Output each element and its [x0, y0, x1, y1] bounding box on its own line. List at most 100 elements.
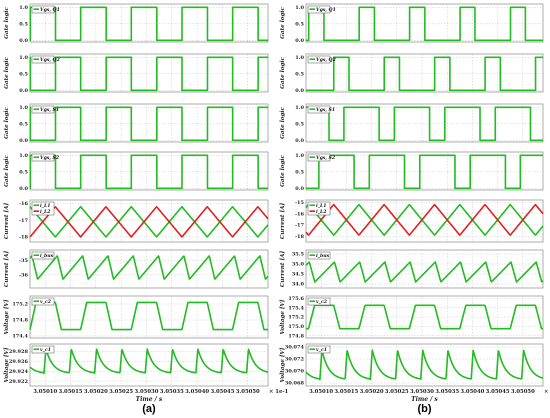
y-axis-label: Gate logic — [4, 57, 10, 89]
panel-label: (a) — [142, 403, 156, 415]
y-axis-label: Gate logic — [4, 107, 10, 139]
y-axis-label: Voltage [V] — [280, 299, 286, 334]
y-tick-label: 1.0 — [19, 5, 28, 11]
y-tick-label: 30.074 — [285, 345, 305, 351]
y-axis-label: Voltage [V] — [4, 299, 10, 334]
series-line-i-bus — [305, 261, 544, 283]
y-axis-label: Current [A] — [4, 251, 10, 288]
subplot-1: 1.0 0.5 0.0 Gate logic Vgs, Q1 — [280, 3, 544, 44]
series-line-v-c2 — [29, 301, 269, 331]
panel-a: 1.0 0.5 0.0 Gate logic Vgs, Q1 1.0 0.5 0.0 Gate … — [4, 3, 289, 415]
y-tick-label: 0.5 — [295, 170, 304, 176]
y-tick-label: 0.5 — [295, 22, 304, 28]
y-tick-label: 1.0 — [19, 153, 28, 159]
y-tick-label: -16 — [295, 211, 305, 217]
legend: i_bus — [307, 251, 331, 260]
legend: v_c1 — [307, 345, 331, 354]
y-axis-label: Current [A] — [280, 251, 286, 288]
legend-entry: Vgs, Q1 — [316, 7, 336, 13]
y-tick-label: 30.068 — [285, 381, 305, 387]
plot-area — [29, 343, 269, 387]
y-tick-label: -17 — [19, 218, 29, 224]
plot-area — [305, 53, 544, 93]
series-line-vgs-s2 — [29, 154, 269, 190]
x-tick-label: 3.05030 — [410, 389, 434, 395]
y-tick-label: 29.924 — [9, 369, 29, 375]
legend: Vgs, Q2 — [307, 55, 336, 64]
y-axis-label: Current [A] — [4, 203, 10, 240]
x-tick-label: 3.05020 — [360, 389, 384, 395]
y-tick-label: -35 — [19, 258, 29, 264]
series-line-v-c1 — [305, 349, 544, 381]
subplot-4: 1.0 0.5 0.0 Gate logic Vgs, S2 — [280, 151, 544, 192]
legend: i_L1i_L2 — [307, 201, 331, 216]
y-axis-label: Gate logic — [4, 155, 10, 187]
legend-entry: Vgs, S2 — [40, 155, 59, 161]
legend-entry: Vgs, Q1 — [40, 7, 60, 13]
series-line-v-c2 — [305, 304, 544, 330]
y-tick-label: 174.8 — [288, 333, 304, 339]
plot-area — [29, 3, 269, 43]
legend-entry: i_bus — [316, 253, 330, 259]
x-tick-label: 3.05030 — [134, 389, 158, 395]
x-multiplier: × 1e-1 — [544, 389, 550, 395]
series-line-vgs-q2 — [29, 56, 269, 92]
y-tick-label: 29.928 — [9, 349, 29, 355]
y-tick-label: 0.0 — [19, 38, 28, 44]
subplot-6: 35.5 35.0 34.5 34.0 Current [A] i_bus — [280, 249, 544, 289]
y-tick-label: 34.5 — [292, 272, 305, 278]
y-tick-label: 1.0 — [295, 55, 304, 61]
series-line-vgs-q1 — [29, 6, 269, 42]
y-tick-label: 1.0 — [19, 105, 28, 111]
x-tick-label: 3.05020 — [84, 389, 108, 395]
subplot-3: 1.0 0.5 0.0 Gate logic Vgs, S1 — [280, 103, 544, 144]
legend: Vgs, S2 — [31, 153, 59, 162]
legend-entry: v_c2 — [40, 299, 51, 305]
y-tick-label: 35.5 — [292, 252, 305, 258]
y-tick-label: 29.926 — [9, 359, 29, 365]
y-tick-label: 0.5 — [19, 170, 28, 176]
series-line-i-bus — [29, 255, 269, 280]
y-tick-label: 175.6 — [288, 296, 304, 302]
legend: Vgs, Q1 — [307, 5, 336, 14]
legend: Vgs, S2 — [307, 153, 335, 162]
legend: Vgs, Q1 — [31, 5, 60, 14]
plot-area — [305, 199, 544, 243]
x-tick-label: 3.05040 — [185, 389, 209, 395]
subplot-3: 1.0 0.5 0.0 Gate logic Vgs, S1 — [4, 103, 269, 144]
plot-area — [305, 343, 544, 387]
legend-entry: i_bus — [40, 253, 54, 259]
subplot-1: 1.0 0.5 0.0 Gate logic Vgs, Q1 — [4, 3, 269, 44]
x-tick-label: 3.05015 — [59, 389, 83, 395]
x-tick-label: 3.05035 — [160, 389, 184, 395]
legend: Vgs, S1 — [31, 105, 59, 114]
plot-area — [29, 103, 269, 143]
legend-entry: Vgs, Q2 — [40, 57, 60, 63]
subplot-4: 1.0 0.5 0.0 Gate logic Vgs, S2 — [4, 151, 269, 192]
y-tick-label: 1.0 — [295, 153, 304, 159]
plot-area — [305, 151, 544, 191]
y-tick-label: 29.922 — [9, 379, 29, 385]
legend-entry: i_L2 — [40, 209, 50, 215]
y-tick-label: 30.072 — [285, 357, 305, 363]
subplot-5: -16 -17 -18 Current [A] i_L1i_L2 — [4, 199, 269, 243]
x-tick-label: 3.05045 — [486, 389, 510, 395]
y-tick-label: 0.0 — [295, 88, 304, 94]
legend-entry: v_c2 — [316, 299, 327, 305]
legend-entry: Vgs, S2 — [316, 155, 335, 161]
legend-entry: v_c1 — [40, 347, 51, 353]
series-line-i-l2 — [305, 203, 544, 236]
y-tick-label: 1.0 — [19, 55, 28, 61]
y-tick-label: 175.4 — [288, 305, 304, 311]
legend-entry: Vgs, S1 — [40, 107, 59, 113]
series-line-vgs-s1 — [29, 106, 269, 142]
plot-area — [29, 249, 269, 289]
y-tick-label: -17 — [295, 223, 305, 229]
y-tick-label: 0.5 — [295, 122, 304, 128]
y-tick-label: 35.0 — [292, 262, 305, 268]
y-tick-label: 0.5 — [295, 72, 304, 78]
y-tick-label: -15 — [295, 200, 305, 206]
y-axis-label: Gate logic — [280, 7, 286, 39]
y-axis-label: Gate logic — [4, 7, 10, 39]
